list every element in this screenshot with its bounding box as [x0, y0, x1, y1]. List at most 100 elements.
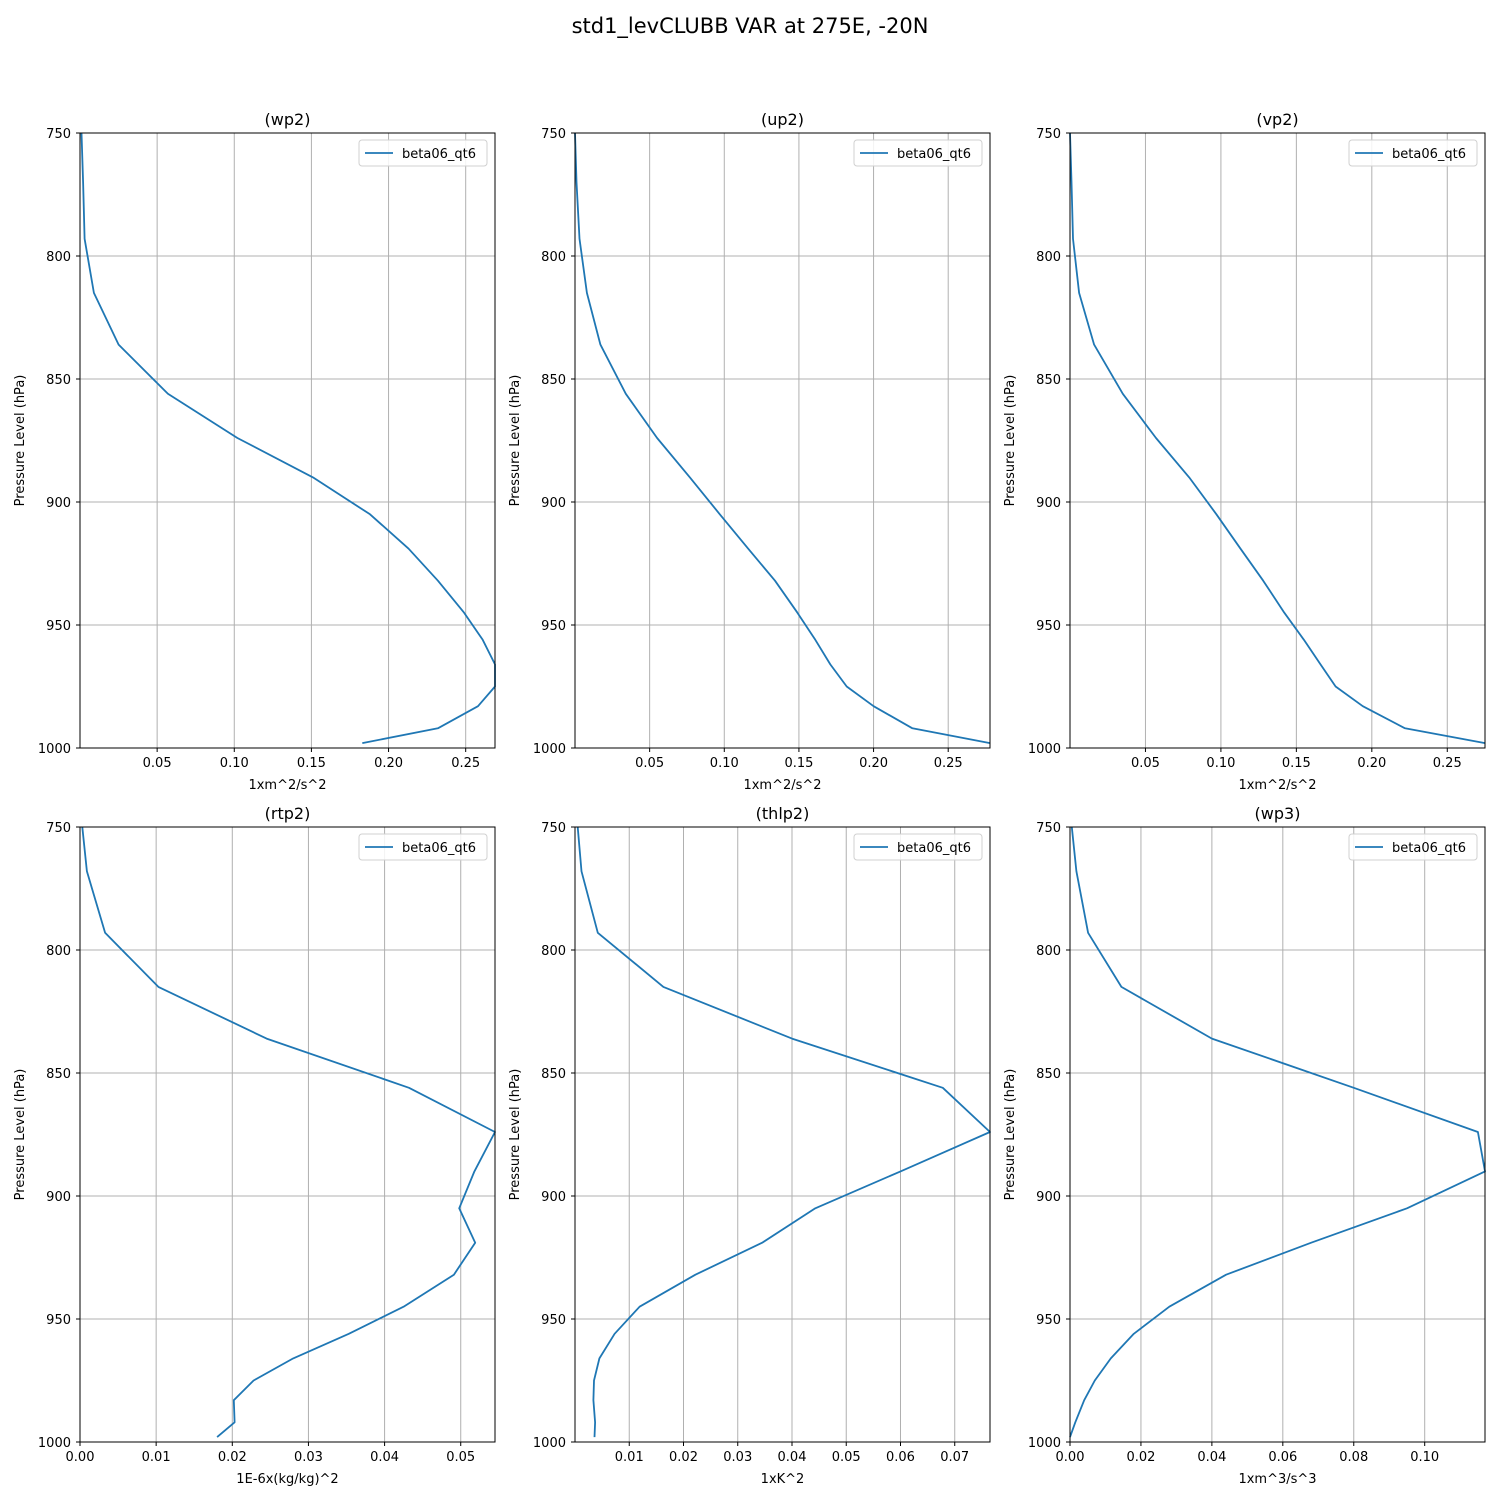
legend-label: beta06_qt6	[402, 147, 476, 162]
legend-box	[1348, 139, 1478, 167]
y-tick-label: 1000	[1028, 742, 1061, 757]
x-tick-label: 0.06	[1268, 1450, 1297, 1465]
x-tick-label: 0.04	[1197, 1450, 1226, 1465]
x-tick-label: 0.02	[218, 1450, 247, 1465]
x-tick-label: 0.03	[723, 1450, 752, 1465]
axes-frame	[574, 826, 991, 1443]
subplot-title: (vp2)	[1256, 110, 1298, 129]
x-tick-label: 0.06	[886, 1450, 915, 1465]
series-line	[576, 826, 991, 1438]
y-tick-label: 800	[46, 250, 71, 265]
y-tick-label: 1000	[38, 1436, 71, 1451]
x-tick-label: 0.10	[710, 756, 739, 771]
y-axis-label: Pressure Level (hPa)	[13, 1069, 28, 1201]
legend-label: beta06_qt6	[402, 841, 476, 856]
x-tick-label: 0.00	[66, 1450, 95, 1465]
y-tick-label: 800	[541, 944, 566, 959]
subplot-title: (wp3)	[1255, 804, 1301, 823]
y-tick-label: 900	[46, 1190, 71, 1205]
y-tick-label: 850	[541, 373, 566, 388]
x-tick-label: 0.05	[635, 756, 664, 771]
y-tick-label: 1000	[533, 742, 566, 757]
y-tick-label: 750	[541, 127, 566, 142]
x-tick-label: 0.04	[778, 1450, 807, 1465]
x-tick-label: 0.05	[1131, 756, 1160, 771]
legend-box	[358, 833, 488, 861]
x-tick-label: 0.05	[143, 756, 172, 771]
x-tick-label: 0.02	[669, 1450, 698, 1465]
x-tick-label: 0.05	[832, 1450, 861, 1465]
series-line	[1069, 132, 1486, 744]
x-axis-label: 1xm^2/s^2	[743, 778, 821, 793]
y-tick-label: 850	[541, 1067, 566, 1082]
legend-label: beta06_qt6	[1392, 841, 1466, 856]
subplot-wp3: 0.00 0.02 0.04 0.06 0.08 0.10 750 800 850 900 950 1…	[1003, 804, 1486, 1487]
figure-title: std1_levCLUBB VAR at 275E, -20N	[571, 14, 929, 38]
x-tick-label: 0.15	[297, 756, 326, 771]
x-tick-label: 0.15	[1282, 756, 1311, 771]
y-tick-label: 950	[541, 619, 566, 634]
legend-box	[1348, 833, 1478, 861]
y-tick-label: 1000	[533, 1436, 566, 1451]
y-axis-label: Pressure Level (hPa)	[508, 1069, 523, 1201]
subplot-wp2: 0.05 0.10 0.15 0.20 0.25 750 800 850 900 950 1000 (…	[13, 110, 496, 793]
legend-label: beta06_qt6	[897, 841, 971, 856]
y-tick-label: 850	[46, 373, 71, 388]
series-line	[574, 132, 991, 744]
y-tick-label: 900	[46, 496, 71, 511]
x-tick-label: 0.10	[1410, 1450, 1439, 1465]
x-tick-label: 0.20	[859, 756, 888, 771]
x-axis-label: 1xK^2	[761, 1472, 805, 1487]
y-tick-label: 950	[1036, 619, 1061, 634]
y-tick-label: 750	[541, 821, 566, 836]
y-axis-label: Pressure Level (hPa)	[13, 375, 28, 507]
y-tick-label: 900	[1036, 1190, 1061, 1205]
legend-label: beta06_qt6	[897, 147, 971, 162]
y-tick-label: 900	[1036, 496, 1061, 511]
x-tick-label: 0.15	[784, 756, 813, 771]
axes-frame	[574, 132, 991, 749]
y-tick-label: 750	[1036, 821, 1061, 836]
axes-frame	[79, 826, 496, 1443]
x-tick-label: 0.25	[1433, 756, 1462, 771]
subplot-rtp2: 0.00 0.01 0.02 0.03 0.04 0.05 750 800 850 900 950 1…	[13, 804, 496, 1487]
y-tick-label: 850	[1036, 1067, 1061, 1082]
series-line	[1069, 826, 1486, 1438]
x-tick-label: 0.01	[615, 1450, 644, 1465]
y-tick-label: 900	[541, 1190, 566, 1205]
x-tick-label: 0.10	[220, 756, 249, 771]
series-line	[80, 132, 496, 744]
y-axis-label: Pressure Level (hPa)	[1003, 1069, 1018, 1201]
y-tick-label: 750	[46, 821, 71, 836]
y-tick-label: 900	[541, 496, 566, 511]
subplot-title: (rtp2)	[265, 804, 311, 823]
y-tick-label: 850	[46, 1067, 71, 1082]
y-tick-label: 950	[46, 619, 71, 634]
y-tick-label: 1000	[1028, 1436, 1061, 1451]
x-axis-label: 1E-6x(kg/kg)^2	[236, 1472, 338, 1487]
axes-frame	[1069, 132, 1486, 749]
x-tick-label: 0.20	[374, 756, 403, 771]
y-axis-label: Pressure Level (hPa)	[508, 375, 523, 507]
legend-label: beta06_qt6	[1392, 147, 1466, 162]
y-tick-label: 950	[46, 1313, 71, 1328]
y-tick-label: 850	[1036, 373, 1061, 388]
y-tick-label: 950	[541, 1313, 566, 1328]
y-axis-label: Pressure Level (hPa)	[1003, 375, 1018, 507]
x-axis-label: 1xm^3/s^3	[1238, 1472, 1316, 1487]
subplot-title: (up2)	[761, 110, 804, 129]
y-tick-label: 1000	[38, 742, 71, 757]
subplot-thlp2: 0.01 0.02 0.03 0.04 0.05 0.06 0.07 750 800 850 900…	[508, 804, 991, 1487]
x-tick-label: 0.00	[1056, 1450, 1085, 1465]
x-tick-label: 0.02	[1126, 1450, 1155, 1465]
y-tick-label: 950	[1036, 1313, 1061, 1328]
y-tick-label: 750	[1036, 127, 1061, 142]
legend-box	[358, 139, 488, 167]
x-tick-label: 0.25	[451, 756, 480, 771]
subplot-title: (wp2)	[265, 110, 311, 129]
x-tick-label: 0.05	[446, 1450, 475, 1465]
legend-box	[853, 139, 983, 167]
subplot-title: (thlp2)	[756, 804, 810, 823]
series-line	[81, 826, 496, 1438]
